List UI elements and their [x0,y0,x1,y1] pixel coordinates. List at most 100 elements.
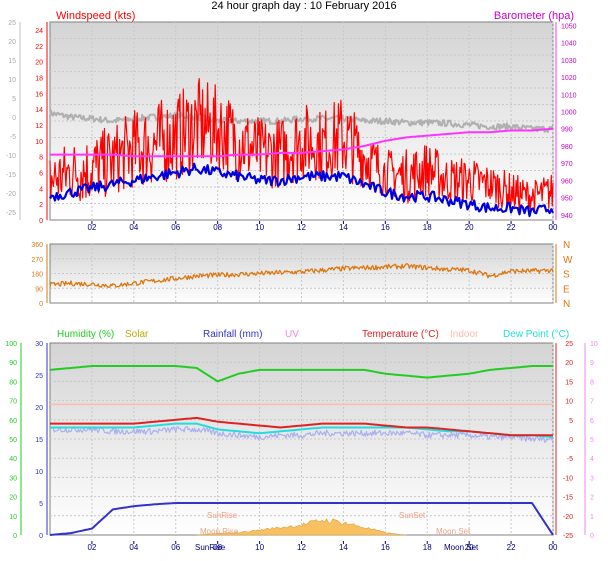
rainfall-tick-label: 10 [35,469,43,476]
barometer-series [50,127,554,158]
humidity-tick-label: 20 [9,495,17,502]
temperature-tick-label: 10 [565,399,573,406]
direction-tick-label: 270 [31,257,43,264]
wind-x-tick-label: 04 [129,223,138,232]
barometer-tick-label: 980 [561,144,573,151]
wind-x-tick-label: 16 [381,223,390,232]
outer-tick-label: -5 [10,134,16,141]
humidity-tick-label: 80 [9,379,17,386]
windspeed-tick-label: 4 [39,186,43,193]
outer-tick-label: -10 [6,153,16,160]
temperature-x-tick-label: 14 [339,543,348,552]
compass-label: S [563,270,570,281]
wind-x-tick-label: 02 [87,223,96,232]
outer-tick-label: -25 [6,210,16,217]
windspeed-tick-label: 2 [39,202,43,209]
windspeed-tick-label: 8 [39,155,43,162]
legend-label: Indoor [450,329,479,340]
compass-label: W [563,255,573,266]
temperature-x-tick-label: 08 [213,543,222,552]
page-title: 24 hour graph day : 10 February 2016 [211,0,397,12]
rainfall-tick-label: 20 [35,405,43,412]
humidity-tick-label: 70 [9,399,17,406]
temperature-tick-label: 15 [565,379,573,386]
barometer-tick-label: 1010 [561,92,577,99]
direction-tick-label: 360 [31,242,43,249]
temperature-x-tick-label: 02 [87,543,96,552]
rainfall-series [49,502,554,536]
barometer-tick-label: 1050 [561,23,577,30]
legend-label: Solar [125,329,149,340]
moonset-bottom-label: Moon Set [444,543,479,552]
wind-x-tick-label: 18 [423,223,432,232]
windspeed-average-series [49,162,554,218]
compass-label: N [563,299,570,310]
uv-tick-label: 4 [590,456,594,463]
moonset-label: Moon Set [436,527,471,536]
uv-tick-label: 0 [590,533,594,540]
humidity-tick-label: 10 [9,514,17,521]
outer-tick-label: -15 [6,172,16,179]
temperature-x-tick-label: 20 [465,543,474,552]
rainfall-tick-label: 15 [35,437,43,444]
humidity-tick-label: 0 [13,533,17,540]
windspeed-tick-label: 24 [35,28,43,35]
temperature-tick-label: 0 [569,437,573,444]
solar-area [196,518,407,536]
sunrise-bottom-label: SunRise [195,543,226,552]
wind-panel: 2520151050-5-10-15-20-252422201816141210… [6,10,577,232]
temperature-x-tick-label: 00 [549,543,558,552]
uv-tick-label: 3 [590,475,594,482]
outer-tick-label: 15 [8,58,16,65]
wind-x-tick-label: 22 [507,223,516,232]
compass-label: E [563,284,570,295]
windspeed-tick-label: 12 [35,123,43,130]
legend-label: Humidity (%) [57,329,114,340]
temperature-x-tick-label: 10 [255,543,264,552]
wind-x-tick-label: 00 [549,223,558,232]
humidity-series [49,365,553,383]
barometer-tick-label: 950 [561,196,573,203]
barometer-tick-label: 1040 [561,41,577,48]
rainfall-tick-label: 0 [39,533,43,540]
windspeed-tick-label: 6 [39,170,43,177]
barometer-tick-label: 1020 [561,75,577,82]
wind-x-tick-label: 10 [255,223,264,232]
temperature-tick-label: 25 [565,341,573,348]
humidity-tick-label: 40 [9,456,17,463]
barometer-tick-label: 940 [561,213,573,220]
rainfall-tick-label: 5 [39,501,43,508]
legend-label: Dew Point (°C) [503,329,569,340]
barometer-tick-label: 1000 [561,110,577,117]
outer-tick-label: 20 [8,39,16,46]
humidity-tick-label: 50 [9,437,17,444]
uv-tick-label: 10 [590,341,598,348]
barometer-tick-label: 1030 [561,58,577,65]
wind-x-tick-label: 12 [297,223,306,232]
outer-tick-label: 10 [8,77,16,84]
barometer-tick-label: 970 [561,161,573,168]
wind-x-tick-label: 06 [171,223,180,232]
windspeed-tick-label: 14 [35,107,43,114]
sunrise-label: SunRise [207,511,238,520]
uv-tick-label: 7 [590,399,594,406]
humidity-tick-label: 90 [9,360,17,367]
direction-tick-label: 180 [31,272,43,279]
outer-tick-label: 0 [12,115,16,122]
rainfall-tick-label: 30 [35,341,43,348]
uv-tick-label: 1 [590,514,594,521]
uv-tick-label: 5 [590,437,594,444]
temperature-x-tick-label: 18 [423,543,432,552]
temperature-x-tick-label: 06 [171,543,180,552]
temperature-tick-label: 20 [565,360,573,367]
temperature-x-tick-label: 16 [381,543,390,552]
temperature-tick-label: -25 [563,533,573,540]
humidity-tick-label: 60 [9,418,17,425]
gust-grey-series [49,109,554,133]
legend-label: UV [285,329,299,340]
wind-bearing-series [49,263,554,289]
uv-tick-label: 8 [590,379,594,386]
temperature-humidity-panel: Humidity (%) Solar Rainfall (mm) UV Temperat… [5,329,598,552]
